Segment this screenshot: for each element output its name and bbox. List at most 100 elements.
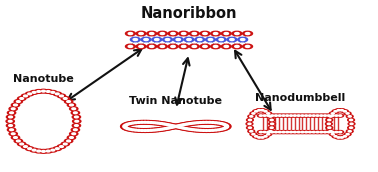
Circle shape [278, 115, 281, 116]
Circle shape [174, 125, 183, 129]
Circle shape [335, 109, 342, 112]
Circle shape [297, 131, 300, 133]
Circle shape [139, 45, 143, 47]
Circle shape [124, 127, 132, 131]
Circle shape [70, 104, 73, 106]
Circle shape [124, 127, 128, 129]
Circle shape [181, 45, 186, 47]
Circle shape [189, 123, 192, 124]
Circle shape [21, 94, 29, 98]
Circle shape [274, 131, 277, 133]
Circle shape [11, 108, 15, 110]
Circle shape [327, 115, 330, 116]
Circle shape [161, 123, 165, 125]
Circle shape [286, 131, 289, 133]
Circle shape [191, 129, 195, 131]
Circle shape [223, 124, 227, 126]
Circle shape [67, 140, 70, 142]
Circle shape [132, 121, 140, 125]
Circle shape [168, 31, 178, 36]
Circle shape [258, 110, 261, 111]
Circle shape [128, 128, 132, 130]
Circle shape [155, 129, 158, 131]
Circle shape [11, 136, 20, 139]
Circle shape [202, 120, 211, 124]
Circle shape [322, 114, 328, 117]
Circle shape [161, 122, 170, 126]
Circle shape [220, 127, 228, 131]
Circle shape [216, 37, 226, 42]
Circle shape [322, 131, 328, 134]
Circle shape [290, 131, 293, 133]
Circle shape [140, 121, 144, 123]
Circle shape [191, 121, 199, 125]
Circle shape [346, 115, 353, 118]
Circle shape [325, 122, 332, 125]
Circle shape [346, 133, 349, 135]
Circle shape [303, 114, 310, 117]
Circle shape [348, 116, 351, 117]
Circle shape [268, 126, 275, 129]
Circle shape [8, 128, 16, 132]
Circle shape [192, 45, 197, 47]
Circle shape [125, 31, 135, 36]
Circle shape [221, 126, 229, 130]
Circle shape [350, 127, 353, 128]
Circle shape [180, 124, 184, 126]
Circle shape [169, 125, 173, 126]
Circle shape [64, 98, 67, 99]
Circle shape [56, 93, 59, 95]
Circle shape [186, 123, 190, 125]
Circle shape [173, 125, 177, 127]
Circle shape [222, 123, 226, 125]
Circle shape [203, 45, 207, 47]
Circle shape [273, 114, 279, 117]
Circle shape [74, 116, 78, 118]
Circle shape [344, 133, 351, 136]
Circle shape [250, 116, 253, 117]
Circle shape [197, 121, 205, 124]
Circle shape [214, 129, 218, 131]
Circle shape [297, 115, 300, 116]
Circle shape [337, 110, 340, 111]
Circle shape [337, 131, 344, 134]
Circle shape [10, 112, 14, 114]
Circle shape [152, 121, 161, 125]
Circle shape [295, 114, 302, 117]
Circle shape [141, 129, 149, 132]
Circle shape [174, 37, 183, 42]
Circle shape [339, 131, 342, 133]
Circle shape [288, 131, 294, 134]
Circle shape [225, 126, 228, 128]
Circle shape [337, 137, 340, 138]
Circle shape [348, 131, 351, 132]
Circle shape [71, 111, 79, 115]
Circle shape [245, 33, 250, 35]
Circle shape [64, 143, 67, 145]
Circle shape [280, 114, 287, 117]
Circle shape [56, 148, 59, 149]
Circle shape [324, 115, 327, 116]
Circle shape [331, 133, 334, 135]
Circle shape [269, 131, 276, 134]
Circle shape [171, 124, 179, 128]
Circle shape [327, 123, 330, 125]
Circle shape [262, 110, 269, 113]
Circle shape [20, 98, 23, 99]
Circle shape [184, 122, 192, 126]
Circle shape [152, 129, 156, 131]
Circle shape [169, 124, 177, 128]
Circle shape [215, 121, 223, 125]
Circle shape [182, 122, 190, 126]
Circle shape [291, 131, 298, 134]
Circle shape [265, 114, 272, 117]
Circle shape [232, 31, 242, 36]
Circle shape [126, 127, 134, 131]
Circle shape [201, 122, 205, 123]
Circle shape [140, 130, 144, 131]
Circle shape [125, 44, 135, 49]
Circle shape [254, 111, 258, 112]
Circle shape [348, 126, 355, 129]
Circle shape [60, 95, 64, 97]
Circle shape [193, 122, 197, 124]
